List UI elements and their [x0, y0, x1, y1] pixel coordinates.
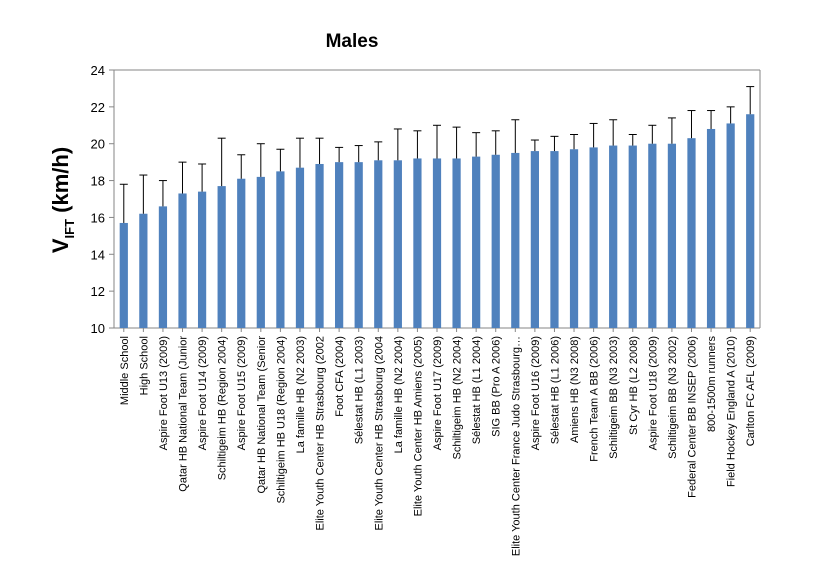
x-tick-label: Middle School — [119, 336, 131, 405]
x-tick-label: La famille HB (N2 2004) — [393, 336, 405, 453]
bar — [726, 123, 735, 328]
chart-title: Males — [326, 31, 379, 52]
y-tick-label: 16 — [91, 210, 105, 225]
bar — [452, 158, 461, 328]
bar — [276, 171, 285, 328]
bar — [178, 193, 187, 328]
x-tick-label: Aspire Foot U17 (2009) — [432, 336, 444, 450]
bar — [628, 145, 637, 328]
x-tick-label: Elite Youth Center France Judo Strasbour… — [510, 336, 522, 556]
x-tick-label: Aspire Foot U15 (2009) — [236, 336, 248, 450]
x-tick-label: Schiltigeim HB (N2 2004) — [452, 336, 464, 460]
bar — [354, 162, 363, 328]
bar — [569, 149, 579, 328]
bar — [197, 191, 207, 328]
y-tick-label: 14 — [91, 247, 105, 262]
x-tick-label: La famille HB (N2 2003) — [295, 336, 307, 453]
bar — [667, 143, 677, 328]
y-axis-label: VIFT (km/h) — [48, 147, 77, 253]
y-tick-label: 22 — [91, 100, 105, 115]
bar — [335, 162, 344, 328]
bar — [687, 138, 696, 328]
x-tick-label: Field Hockey England A (2010) — [726, 336, 738, 487]
bar — [393, 160, 402, 328]
x-tick-label: Aspire Foot U18 (2009) — [647, 336, 659, 450]
bar — [589, 147, 598, 328]
bar — [158, 206, 168, 328]
bar — [256, 176, 265, 328]
bar — [491, 154, 500, 328]
x-tick-label: Aspire Foot U13 (2009) — [158, 336, 170, 450]
x-tick-label: Carlton FC AFL (2009) — [745, 336, 757, 446]
bar — [374, 160, 383, 328]
bar — [530, 151, 539, 328]
bar — [746, 114, 755, 328]
y-tick-label: 10 — [91, 321, 105, 336]
x-tick-label: French Team A BB (2006) — [589, 336, 601, 462]
bar — [295, 167, 305, 328]
bar — [472, 156, 481, 328]
y-axis-label-subscript: IFT — [62, 219, 77, 239]
x-tick-label: Amiens HB (N3 2008) — [569, 336, 581, 443]
x-tick-label: Schiltigeim BB (N3 2003) — [608, 336, 620, 459]
y-tick-label: 20 — [91, 137, 105, 152]
bar — [550, 151, 559, 328]
bar — [119, 222, 128, 328]
y-tick-label: 18 — [91, 174, 105, 189]
x-tick-label: Federal Center BB INSEP (2006) — [686, 336, 698, 498]
plot-area: 10 12 14 16 18 20 22 24 Middle School High School… — [91, 63, 761, 556]
x-tick-label: Elite Youth Center HB Amiens (2005) — [412, 336, 424, 516]
x-tick-label: Schiltigeim BB (N3 2002) — [667, 336, 679, 459]
x-tick-label: Qatar HB National Team (Senior — [256, 336, 268, 494]
x-tick-label: Sélestat HB (L1 2004) — [471, 336, 483, 444]
x-tick-label: High School — [138, 336, 150, 395]
bar — [139, 213, 148, 328]
bar — [315, 163, 324, 328]
y-axis-label-symbol: V — [48, 238, 73, 253]
x-tick-label: Foot CFA (2004) — [334, 336, 346, 417]
bar — [432, 158, 442, 328]
x-tick-label: Sélestat HB (L1 2006) — [549, 336, 561, 444]
x-tick-label: SIG BB (Pro A 2006) — [491, 336, 503, 437]
x-tick-label: Elite Youth Center HB Strasbourg (2004 — [373, 336, 385, 530]
x-tick-label: Aspire Foot U14 (2009) — [197, 336, 209, 450]
bar — [237, 178, 246, 328]
bar — [217, 186, 226, 328]
bar — [609, 145, 618, 328]
bar — [648, 143, 657, 328]
x-tick-label: 800-1500m runners — [706, 336, 718, 433]
x-tick-label: St Cyr HB (L2 2008) — [628, 336, 640, 435]
x-tick-label: Qatar HB National Team (Junior — [178, 336, 190, 492]
bar — [413, 158, 422, 328]
y-axis-label-unit: (km/h) — [48, 147, 73, 213]
x-tick-label: Aspire Foot U16 (2009) — [530, 336, 542, 450]
x-tick-label: Schiltigeim HB (Region 2004) — [217, 336, 229, 480]
x-tick-label: Elite Youth Center HB Strasbourg (2002 — [315, 336, 327, 530]
bar — [511, 152, 520, 328]
y-tick-label: 24 — [91, 63, 105, 78]
x-tick-label: Sélestat HB (L1 2003) — [354, 336, 366, 444]
bar — [706, 128, 716, 328]
x-tick-label: Schiltigeim HB U18 (Region 2004) — [275, 336, 287, 504]
y-tick-label: 12 — [91, 284, 105, 299]
